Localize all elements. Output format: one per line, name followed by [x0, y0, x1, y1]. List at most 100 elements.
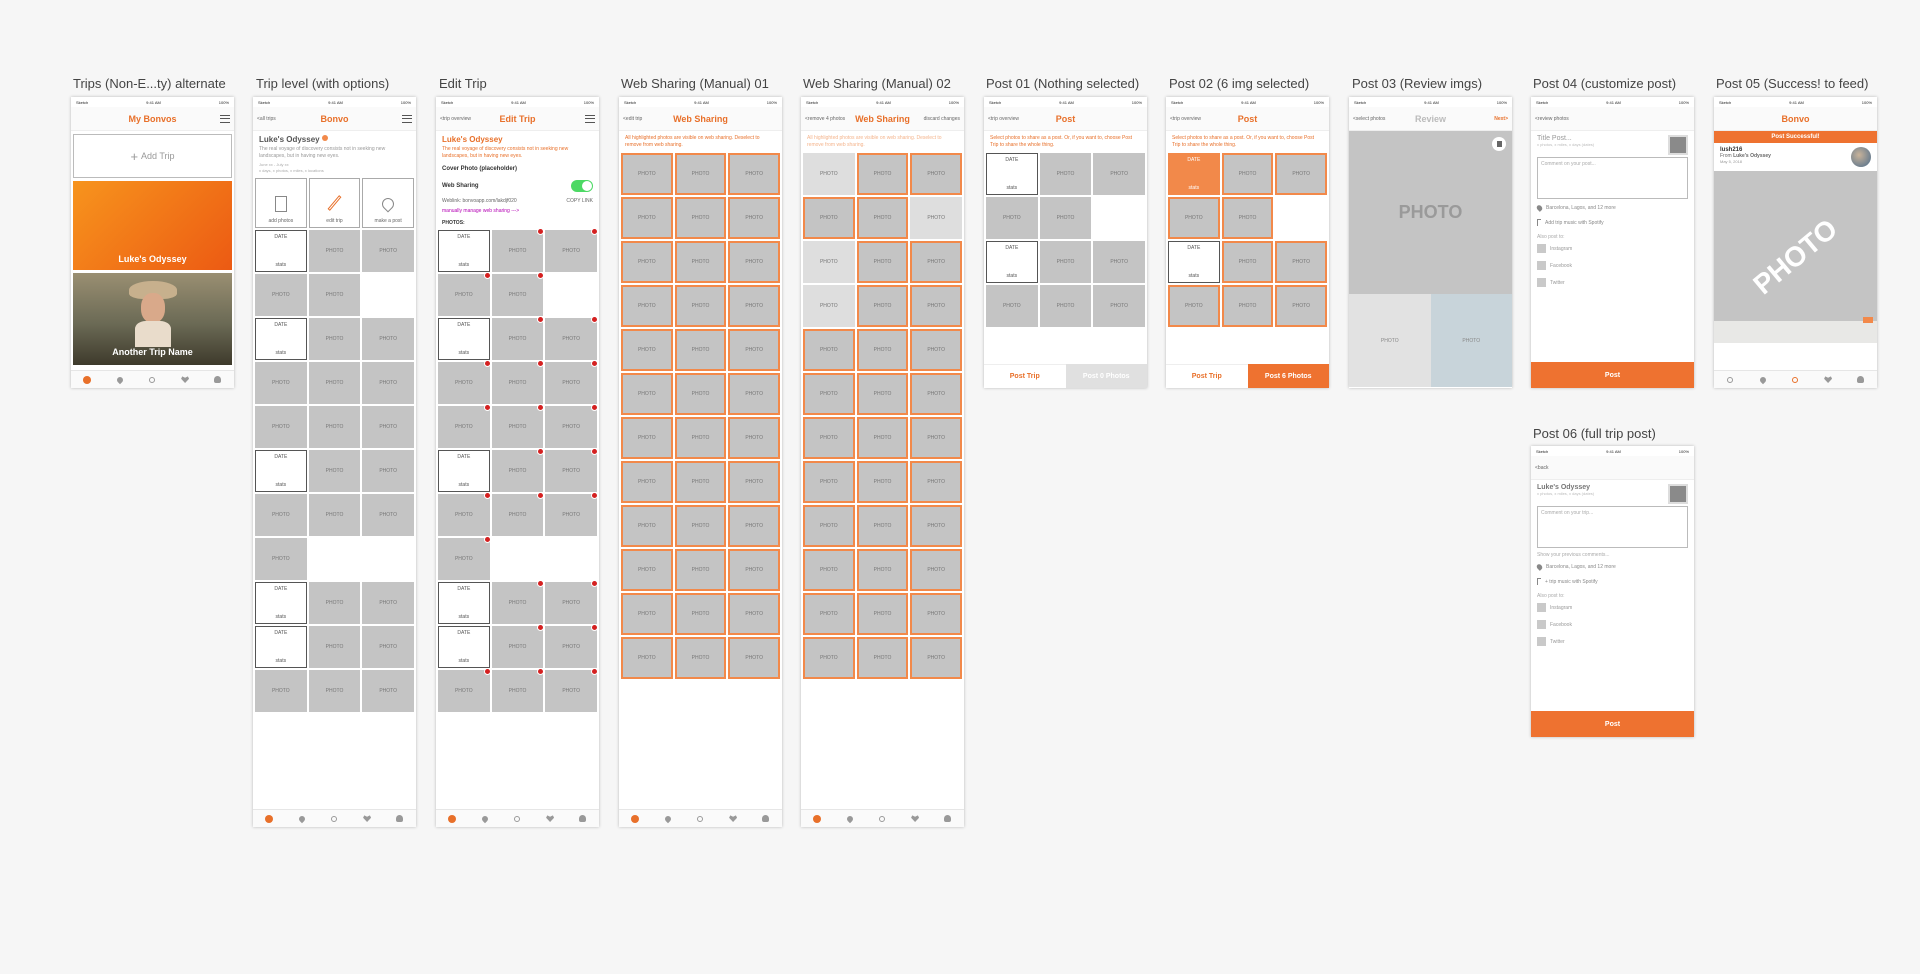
photo-cell[interactable]: PHOTO — [728, 241, 780, 283]
photo-cell[interactable]: PHOTO — [621, 417, 673, 459]
photo-cell[interactable]: PHOTO — [910, 549, 962, 591]
post-button[interactable]: Post — [1531, 362, 1694, 388]
remove-icon[interactable] — [483, 360, 491, 367]
photo-cell[interactable]: PHOTO — [438, 492, 491, 536]
photo-cell[interactable]: PHOTO — [803, 329, 855, 371]
photo-cell[interactable]: PHOTO — [491, 668, 545, 712]
tab-explore[interactable] — [1726, 376, 1734, 384]
date-stats-cell[interactable]: DATE stats — [1168, 153, 1220, 195]
photo-cell[interactable]: PHOTO — [803, 197, 855, 239]
date-stats-cell[interactable]: DATE stats — [438, 450, 490, 492]
post-button[interactable]: Post — [1531, 711, 1694, 737]
date-stats-cell[interactable]: DATE stats — [986, 241, 1038, 283]
photo-cell[interactable]: PHOTO — [621, 285, 673, 327]
photo-cell[interactable]: PHOTO — [856, 417, 909, 459]
photo-cell[interactable]: PHOTO — [1275, 153, 1327, 195]
from-trip-link[interactable]: Luke's Odyssey — [1733, 153, 1771, 159]
tab-explore[interactable] — [448, 814, 457, 823]
photo-cell[interactable]: PHOTO — [545, 448, 598, 492]
date-stats-cell[interactable]: DATE stats — [255, 230, 307, 272]
photo-cell[interactable]: PHOTO — [803, 505, 855, 547]
tab-favorites[interactable] — [546, 815, 555, 823]
photo-cell[interactable]: PHOTO — [491, 316, 545, 360]
photo-cell[interactable]: PHOTO — [308, 626, 361, 668]
cover-photo-label[interactable]: Cover Photo (placeholder) — [442, 166, 518, 172]
photo-cell[interactable]: PHOTO — [910, 153, 962, 195]
photo-cell[interactable]: PHOTO — [1168, 285, 1220, 327]
photo-cell[interactable]: PHOTO — [308, 274, 361, 316]
photo-cell[interactable]: PHOTO — [910, 637, 962, 679]
photo-cell[interactable]: PHOTO — [803, 285, 855, 327]
photo-cell[interactable]: PHOTO — [362, 582, 414, 624]
photo-cell[interactable]: PHOTO — [803, 637, 855, 679]
date-stats-cell[interactable]: DATE stats — [255, 318, 307, 360]
photo-cell[interactable]: PHOTO — [491, 228, 545, 272]
back-link[interactable]: <edit trip — [623, 115, 643, 122]
remove-icon[interactable] — [483, 536, 491, 543]
photo-cell[interactable]: PHOTO — [728, 549, 780, 591]
remove-icon[interactable] — [591, 668, 598, 675]
twitter-option[interactable]: Twitter — [1531, 274, 1694, 291]
photo-cell[interactable]: PHOTO — [674, 197, 727, 239]
photo-cell[interactable]: PHOTO — [856, 505, 909, 547]
checkbox[interactable] — [1537, 278, 1546, 287]
photo-cell[interactable]: PHOTO — [621, 373, 673, 415]
photo-cell[interactable]: PHOTO — [856, 549, 909, 591]
photo-cell[interactable]: PHOTO — [1221, 285, 1274, 327]
remove-icon[interactable] — [537, 624, 545, 631]
photo-cell[interactable]: PHOTO — [910, 241, 962, 283]
photo-cell[interactable]: PHOTO — [803, 461, 855, 503]
photo-cell[interactable]: PHOTO — [308, 450, 361, 492]
photo-cell[interactable]: PHOTO — [674, 285, 727, 327]
tab-search[interactable] — [148, 376, 156, 384]
date-stats-cell[interactable]: DATE stats — [1168, 241, 1220, 283]
tab-search[interactable] — [330, 815, 338, 823]
tab-favorites[interactable] — [911, 815, 920, 823]
photo-cell[interactable]: PHOTO — [255, 274, 307, 316]
photo-cell[interactable]: PHOTO — [674, 417, 727, 459]
photo-cell[interactable]: PHOTO — [910, 197, 962, 239]
photo-cell[interactable]: PHOTO — [491, 492, 545, 536]
post-trip-button[interactable]: Post Trip — [984, 364, 1066, 388]
photo-cell[interactable]: PHOTO — [910, 329, 962, 371]
remove-icon[interactable] — [483, 272, 491, 279]
photo-cell[interactable]: PHOTO — [728, 593, 780, 635]
discard-changes-link[interactable]: discard changes — [923, 115, 960, 122]
trip-card-another-trip[interactable]: Another Trip Name — [73, 273, 232, 365]
back-link[interactable]: <review photos — [1535, 115, 1569, 122]
tab-profile[interactable] — [396, 815, 404, 823]
photo-cell[interactable]: PHOTO — [362, 494, 414, 536]
photo-cell[interactable]: PHOTO — [856, 285, 909, 327]
trash-icon[interactable] — [1492, 137, 1506, 151]
remove-icon[interactable] — [537, 404, 545, 411]
remove-icon[interactable] — [591, 360, 598, 367]
facebook-option[interactable]: Facebook — [1531, 616, 1694, 633]
photo-cell[interactable]: PHOTO — [1275, 285, 1327, 327]
music-row[interactable]: Add trip music with Spotify — [1531, 215, 1694, 230]
date-stats-cell[interactable]: DATE stats — [438, 626, 490, 668]
checkbox[interactable] — [1537, 603, 1546, 612]
make-post-button[interactable]: make a post — [362, 178, 415, 228]
next-button[interactable]: Next> — [1494, 115, 1508, 122]
tab-profile[interactable] — [214, 376, 222, 384]
photo-cell[interactable]: PHOTO — [728, 197, 780, 239]
photo-cell[interactable]: PHOTO — [910, 373, 962, 415]
photo-cell[interactable]: PHOTO — [621, 637, 673, 679]
photo-cell[interactable]: PHOTO — [803, 241, 855, 283]
photo-cell[interactable]: PHOTO — [545, 580, 598, 624]
tab-add-location[interactable] — [663, 814, 673, 823]
edit-trip-button[interactable]: edit trip — [308, 178, 361, 228]
music-row[interactable]: + trip music with Spotify — [1531, 574, 1694, 589]
photo-cell[interactable]: PHOTO — [491, 360, 545, 404]
photo-cell[interactable]: PHOTO — [491, 272, 545, 316]
photo-cell[interactable]: PHOTO — [910, 461, 962, 503]
photo-cell[interactable]: PHOTO — [362, 406, 414, 448]
photo-cell[interactable]: PHOTO — [621, 593, 673, 635]
photo-cell[interactable]: PHOTO — [255, 670, 307, 712]
back-link[interactable]: <trip overview — [988, 115, 1019, 122]
photo-cell[interactable]: PHOTO — [308, 582, 361, 624]
photo-cell[interactable]: PHOTO — [856, 637, 909, 679]
tab-explore[interactable] — [265, 814, 274, 823]
photo-cell[interactable]: PHOTO — [621, 329, 673, 371]
tab-explore[interactable] — [813, 814, 822, 823]
